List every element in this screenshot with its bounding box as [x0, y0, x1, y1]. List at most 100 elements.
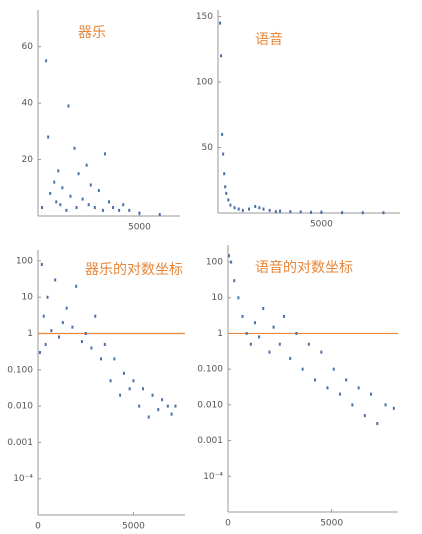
point [53, 180, 56, 184]
point [147, 415, 150, 419]
y-tick-label: 0.100 [197, 365, 223, 375]
point [262, 207, 265, 211]
point [93, 206, 96, 210]
point [332, 367, 335, 371]
point [61, 186, 64, 190]
point [108, 200, 110, 204]
point [49, 191, 52, 195]
point [262, 306, 265, 310]
point [278, 342, 281, 346]
point [38, 350, 41, 354]
point [268, 350, 271, 354]
point [351, 403, 354, 407]
point [233, 206, 236, 210]
point [122, 371, 125, 375]
point [326, 386, 329, 390]
point [361, 211, 364, 215]
point [279, 209, 282, 213]
point [69, 194, 72, 198]
point [138, 211, 141, 215]
point [299, 210, 302, 214]
point [158, 213, 161, 217]
point [282, 314, 285, 318]
y-tick-label: 60 [22, 42, 34, 52]
y-tick-label: 20 [22, 155, 34, 165]
point [224, 185, 227, 189]
point [233, 279, 236, 283]
point [274, 210, 277, 214]
x-tick-label: 5000 [310, 220, 333, 230]
y-tick-label: 0.010 [7, 402, 33, 412]
point [57, 169, 60, 173]
point [113, 357, 116, 361]
point [112, 206, 115, 210]
chart-title: 语音 [255, 31, 283, 48]
point [41, 206, 44, 210]
point [61, 321, 64, 325]
y-tick-label: 100 [196, 78, 213, 88]
point [249, 342, 252, 346]
point [100, 357, 102, 361]
point [67, 104, 70, 108]
point [54, 278, 57, 282]
point [237, 207, 240, 211]
point [81, 197, 84, 201]
point [376, 422, 379, 426]
y-tick-label: 100 [16, 256, 33, 266]
point [58, 335, 60, 339]
point [151, 393, 154, 397]
point [341, 211, 344, 215]
point [307, 342, 310, 346]
point [75, 206, 78, 210]
point [222, 152, 225, 156]
y-tick-label: 100 [206, 258, 223, 268]
point [94, 314, 97, 318]
y-tick-label: 10⁻⁴ [13, 474, 33, 484]
point [97, 189, 100, 193]
point [301, 367, 304, 371]
point [363, 414, 366, 418]
point [46, 295, 49, 299]
chart-title: 器乐 [78, 25, 106, 41]
point [382, 211, 385, 215]
y-tick-label: 1 [27, 329, 33, 339]
chart-title: 语音的对数坐标 [255, 259, 353, 276]
x-tick-label: 5000 [122, 522, 145, 532]
point [314, 378, 317, 382]
x-tick-label: 0 [225, 519, 231, 529]
point [109, 379, 112, 383]
point [42, 314, 45, 318]
x-tick-label: 5000 [128, 223, 151, 233]
y-tick-label: 0.010 [197, 400, 223, 410]
point [392, 406, 395, 410]
point [237, 296, 240, 300]
y-tick-label: 1 [217, 329, 223, 339]
point [90, 346, 93, 350]
point [170, 412, 173, 416]
point [220, 54, 223, 58]
point [118, 208, 121, 212]
point [128, 208, 131, 212]
point [248, 207, 251, 211]
point [85, 163, 88, 167]
point [227, 198, 230, 202]
point [174, 404, 177, 408]
x-tick-label: 5000 [320, 519, 343, 529]
point [65, 208, 68, 212]
point [45, 59, 48, 63]
point [223, 172, 226, 176]
y-tick-label: 10 [22, 293, 34, 303]
point [103, 152, 106, 156]
x-tick-label: 0 [35, 522, 41, 532]
point [142, 387, 144, 391]
point [77, 172, 80, 176]
point [219, 21, 222, 25]
point [166, 404, 169, 408]
point [272, 325, 275, 329]
point [89, 183, 92, 187]
point [289, 356, 292, 360]
point [221, 132, 224, 136]
point [268, 208, 271, 212]
point [59, 203, 62, 207]
